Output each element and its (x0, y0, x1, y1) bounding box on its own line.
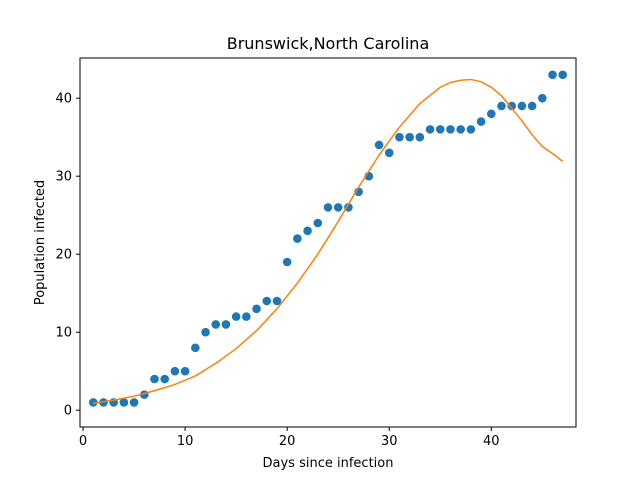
data-point (160, 374, 170, 384)
y-axis-label: Population infected (33, 180, 48, 305)
chart-title: Brunswick,North Carolina (227, 34, 430, 53)
data-point (507, 101, 516, 111)
data-point (88, 398, 98, 407)
data-point (548, 70, 557, 80)
data-point (456, 125, 465, 134)
data-point (99, 398, 108, 407)
data-point (231, 312, 241, 321)
data-point (558, 70, 568, 80)
x-tick-label: 10 (177, 434, 194, 449)
y-tick-label: 40 (55, 92, 72, 107)
data-point (323, 203, 333, 212)
data-point (435, 125, 445, 134)
data-point (538, 93, 547, 103)
fit-curve (93, 78, 564, 404)
data-point (201, 327, 210, 337)
data-point (282, 257, 292, 267)
data-point (425, 125, 435, 134)
data-point (262, 296, 272, 306)
data-point (313, 218, 323, 228)
data-point (119, 398, 129, 407)
data-point (344, 203, 353, 212)
data-point (191, 343, 200, 353)
data-point (242, 312, 251, 321)
data-point (252, 304, 261, 314)
plot-frame (79, 57, 577, 428)
data-point (446, 125, 455, 134)
data-point (476, 117, 486, 126)
data-point (293, 234, 302, 243)
plot-area (88, 70, 568, 407)
y-tick-label: 0 (64, 404, 72, 419)
data-point (374, 140, 384, 150)
x-tick-label: 0 (79, 434, 87, 449)
data-point (486, 109, 496, 119)
x-tick-label: 30 (381, 434, 398, 449)
data-point (466, 125, 476, 134)
data-point (221, 320, 231, 329)
data-point (272, 296, 282, 306)
data-point (129, 398, 139, 407)
y-tick-label: 20 (55, 248, 72, 263)
data-point (415, 132, 425, 142)
data-point (211, 320, 221, 329)
data-point (527, 101, 537, 111)
x-tick-label: 40 (483, 434, 500, 449)
x-tick-label: 20 (279, 434, 296, 449)
data-point (150, 374, 159, 384)
y-tick-label: 30 (55, 170, 72, 185)
data-point (333, 203, 343, 212)
y-tick-label: 10 (55, 326, 72, 341)
data-point (170, 366, 180, 376)
data-point (384, 148, 394, 158)
data-point (497, 101, 506, 111)
x-axis: 0 10 20 30 40 (79, 427, 500, 449)
data-point (180, 366, 190, 376)
data-point (405, 132, 414, 142)
y-axis: 0 10 20 30 40 (55, 92, 80, 419)
data-point (395, 132, 404, 142)
data-point (517, 101, 527, 111)
data-point (303, 226, 312, 236)
x-axis-label: Days since infection (263, 456, 394, 471)
